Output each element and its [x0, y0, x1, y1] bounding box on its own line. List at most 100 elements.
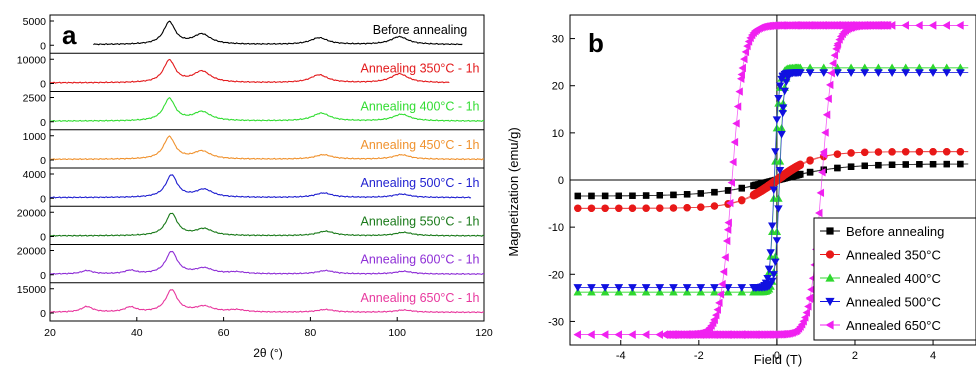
data-point [697, 190, 704, 197]
data-point [715, 298, 723, 308]
data-point [615, 204, 623, 212]
data-point [956, 21, 964, 30]
x-tick-label: -2 [694, 350, 704, 362]
data-point [956, 63, 965, 71]
data-point [796, 69, 805, 77]
data-point [847, 163, 855, 170]
data-point [573, 330, 582, 339]
data-point [777, 131, 786, 139]
series-label: Annealing 550°C - 1h [361, 214, 480, 228]
data-point [696, 288, 705, 296]
data-point [587, 284, 596, 292]
data-point [574, 204, 582, 212]
data-point [727, 178, 736, 187]
data-point [655, 288, 664, 296]
series-label: Annealing 350°C - 1h [361, 61, 480, 75]
data-point [764, 265, 774, 274]
data-point [573, 288, 583, 296]
data-point [796, 161, 805, 170]
data-point [846, 63, 856, 71]
data-point [824, 94, 832, 104]
x-tick-label: 4 [930, 350, 936, 362]
data-point [806, 169, 814, 176]
y-tick-label: 2500 [23, 93, 47, 105]
data-point [768, 277, 777, 286]
xrd-pattern-line [49, 58, 450, 84]
legend-entry: Annealed 500°C [846, 295, 941, 310]
x-tick-label: 40 [131, 327, 143, 339]
data-point [883, 21, 892, 30]
legend-marker [825, 273, 835, 282]
xrd-pattern-line [93, 20, 463, 46]
y-tick-label: 5000 [23, 16, 47, 28]
data-point [614, 330, 622, 339]
data-point [847, 149, 855, 157]
data-point [736, 74, 745, 83]
data-point [942, 21, 950, 30]
data-point [641, 284, 651, 292]
data-point [830, 51, 839, 60]
data-point [721, 253, 729, 262]
data-point [772, 237, 782, 245]
data-point [802, 308, 810, 317]
data-point [741, 47, 750, 57]
data-point [738, 196, 746, 205]
legend-marker [825, 320, 834, 330]
data-point [822, 110, 831, 119]
x-tick-label: 100 [388, 327, 406, 339]
data-point [782, 78, 791, 87]
xrd-pattern-line [49, 97, 485, 123]
data-point [710, 288, 719, 296]
data-point [573, 284, 583, 292]
y-tick-label: 0 [40, 232, 46, 244]
data-point [775, 82, 785, 90]
xrd-pattern-line [49, 212, 485, 237]
data-point [774, 194, 783, 202]
legend-entry: Before annealing [846, 224, 944, 239]
data-point [928, 21, 937, 30]
data-point [600, 330, 609, 339]
data-point [956, 148, 965, 156]
data-point [780, 87, 789, 96]
data-point [806, 157, 814, 165]
data-point [772, 227, 782, 236]
data-point [875, 162, 882, 169]
series-label: Annealing 450°C - 1h [361, 138, 480, 152]
x-tick-label: 120 [475, 327, 493, 339]
data-point [656, 192, 663, 199]
y-tick-label: 0 [40, 79, 46, 91]
data-point [628, 330, 636, 339]
data-point [683, 204, 691, 212]
data-point [887, 21, 896, 30]
x-tick-label: 20 [44, 327, 56, 339]
panel-a-x-axis-label: 2θ (°) [253, 346, 282, 360]
data-point [805, 69, 815, 77]
data-point [628, 284, 637, 292]
data-point [816, 188, 825, 198]
data-point [943, 148, 951, 156]
panel-a-xrd: 5000 0 Before annealing 10000 0 Annealing 350… [17, 14, 493, 339]
data-point [710, 284, 719, 292]
data-point [778, 104, 788, 112]
legend-marker [826, 227, 834, 235]
y-tick-label: 1000 [23, 131, 47, 143]
data-point [711, 189, 718, 196]
y-tick-label: 20000 [17, 207, 46, 219]
data-point [901, 21, 909, 30]
y-tick-label: 10000 [17, 54, 46, 66]
xrd-pattern-line [49, 289, 485, 314]
legend-marker [825, 250, 835, 259]
data-point [825, 80, 834, 90]
data-point [587, 288, 596, 296]
data-point [655, 330, 663, 339]
data-point [629, 192, 636, 199]
data-point [769, 186, 778, 194]
y-tick-label: 20000 [17, 246, 46, 258]
series-label: Before annealing [373, 23, 468, 37]
data-point [942, 69, 951, 77]
data-point [805, 63, 815, 72]
x-tick-label: 60 [218, 327, 230, 339]
data-point [669, 204, 678, 212]
data-point [601, 204, 609, 212]
y-tick-label: 4000 [23, 169, 47, 181]
